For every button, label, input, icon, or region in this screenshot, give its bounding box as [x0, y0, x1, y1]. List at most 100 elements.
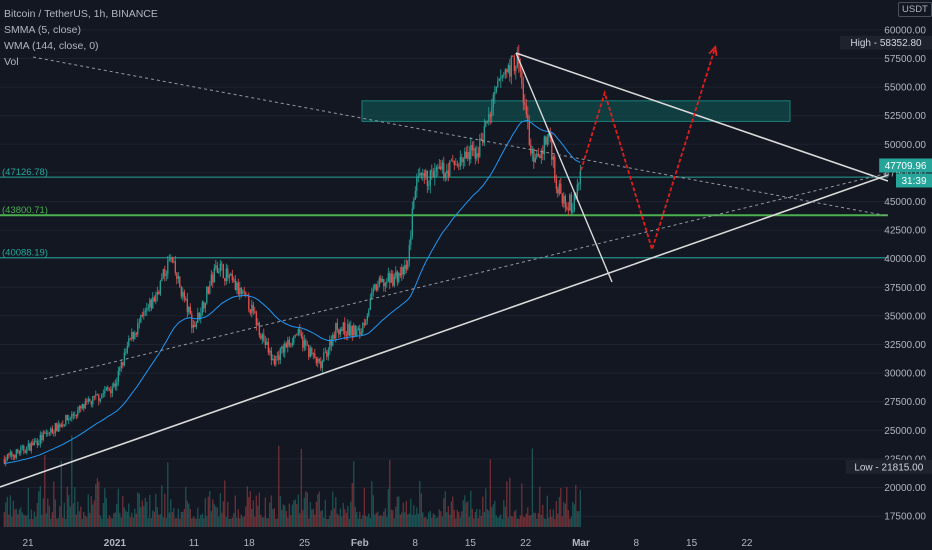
volume-bar: [492, 504, 494, 527]
candle-body: [180, 287, 182, 297]
currency-badge[interactable]: USDT: [898, 2, 932, 17]
price-tick-label: 50000.00: [884, 140, 926, 151]
candle-body: [461, 156, 463, 163]
candle-body: [65, 414, 67, 425]
candle-body: [144, 310, 146, 313]
volume-bar: [98, 481, 100, 527]
volume-bar: [372, 495, 374, 527]
symbol-title[interactable]: Bitcoin / TetherUS, 1h, BINANCE: [4, 8, 158, 20]
candle-body: [416, 177, 418, 191]
candle-body: [443, 162, 445, 179]
candle-body: [102, 393, 104, 395]
candle-body: [510, 56, 512, 77]
volume-bar: [498, 516, 500, 527]
volume-bar: [485, 488, 487, 527]
volume-bar: [464, 495, 466, 527]
candle-body: [407, 261, 409, 269]
candle-body: [27, 443, 29, 447]
volume-bar: [204, 498, 206, 527]
price-axis: [888, 0, 932, 550]
volume-bar: [149, 494, 151, 527]
indicator-wma[interactable]: WMA (144, close, 0): [4, 40, 99, 52]
candle-body: [263, 334, 265, 341]
volume-bar: [534, 512, 536, 527]
candle-body: [459, 156, 461, 167]
volume-bar: [306, 492, 308, 527]
volume-bar: [375, 512, 377, 527]
candle-body: [98, 394, 100, 401]
price-tick-label: 52500.00: [884, 111, 926, 122]
candle-body: [195, 322, 197, 327]
candle-body: [399, 273, 401, 276]
time-tick-label: 8: [634, 538, 640, 549]
volume-bar: [159, 514, 161, 527]
indicator-smma[interactable]: SMMA (5, close): [4, 24, 82, 36]
volume-bar: [536, 518, 538, 527]
candle-body: [29, 443, 31, 451]
candle-body: [251, 304, 253, 314]
candle-body: [321, 361, 323, 368]
volume-bar: [516, 518, 518, 527]
level-label: (47126.78): [2, 167, 48, 178]
candle-body: [537, 153, 539, 156]
low-label-bg: [845, 459, 932, 474]
volume-bar: [398, 496, 400, 527]
volume-bar: [459, 517, 461, 527]
volume-bar: [131, 512, 133, 527]
candle-body: [11, 452, 13, 457]
indicator-vol[interactable]: Vol: [4, 56, 19, 68]
volume-bar: [212, 499, 214, 527]
candle-body: [519, 63, 521, 72]
candle-body: [579, 170, 581, 184]
time-tick-label: 8: [412, 538, 418, 549]
candle-body: [516, 53, 518, 67]
volume-bar: [104, 488, 106, 527]
candle-body: [299, 329, 301, 334]
candle-body: [503, 74, 505, 76]
candle-body: [99, 398, 101, 401]
volume-bar: [315, 501, 317, 527]
candle-body: [426, 170, 428, 186]
candle-body: [362, 323, 364, 333]
candle-body: [381, 278, 383, 283]
candle-body: [23, 446, 25, 452]
volume-bar: [399, 514, 401, 527]
candle-body: [125, 352, 127, 354]
volume-bar: [21, 512, 23, 527]
candle-body: [458, 165, 460, 167]
volume-bar: [44, 455, 46, 527]
volume-bar: [321, 509, 323, 527]
candle-body: [30, 442, 32, 451]
resistance-trendline: [515, 52, 889, 182]
candle-body: [185, 298, 187, 300]
volume-bar: [30, 509, 32, 527]
candle-body: [44, 432, 46, 434]
volume-bar: [72, 503, 74, 527]
candle-body: [540, 150, 542, 159]
volume-bar: [434, 514, 436, 527]
candle-body: [164, 269, 166, 276]
candle-body: [161, 278, 163, 282]
candle-body: [393, 276, 395, 286]
volume-bar: [210, 511, 212, 527]
volume-bar: [126, 511, 128, 527]
candle-body: [234, 279, 236, 290]
candle-body: [69, 418, 71, 420]
volume-bar: [227, 501, 229, 527]
volume-bar: [356, 512, 358, 527]
candle-body: [131, 331, 133, 340]
projection-arrowhead: [708, 45, 718, 57]
candle-body: [150, 299, 152, 309]
candle-body: [224, 278, 226, 282]
candle-body: [287, 339, 289, 348]
candle-body: [225, 268, 227, 282]
volume-bar: [324, 499, 326, 527]
price-tick-label: 40000.00: [884, 254, 926, 265]
volume-bar: [230, 518, 232, 527]
candle-body: [348, 324, 350, 336]
candle-body: [252, 304, 254, 312]
candle-body: [189, 306, 191, 315]
volume-bar: [380, 514, 382, 527]
volume-bar: [284, 505, 286, 527]
